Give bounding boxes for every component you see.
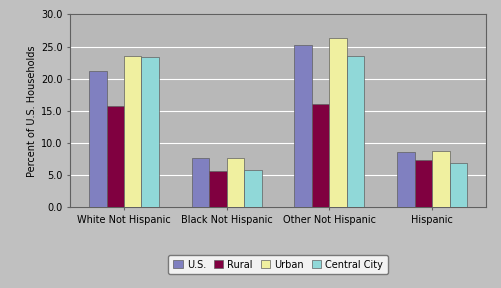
Bar [397,152,415,207]
Bar [209,171,226,207]
Bar [432,151,449,207]
Bar [141,58,159,207]
Bar [415,160,432,207]
Bar [244,170,262,207]
Bar [226,158,244,207]
Bar [107,106,124,207]
Bar [192,158,209,207]
Bar [312,104,330,207]
Bar [295,45,312,207]
Bar [330,38,347,207]
Legend: U.S., Rural, Urban, Central City: U.S., Rural, Urban, Central City [168,255,388,274]
Bar [347,56,364,207]
Bar [89,71,107,207]
Y-axis label: Percent of U.S. Households: Percent of U.S. Households [27,45,37,177]
Bar [449,163,467,207]
Bar [124,56,141,207]
